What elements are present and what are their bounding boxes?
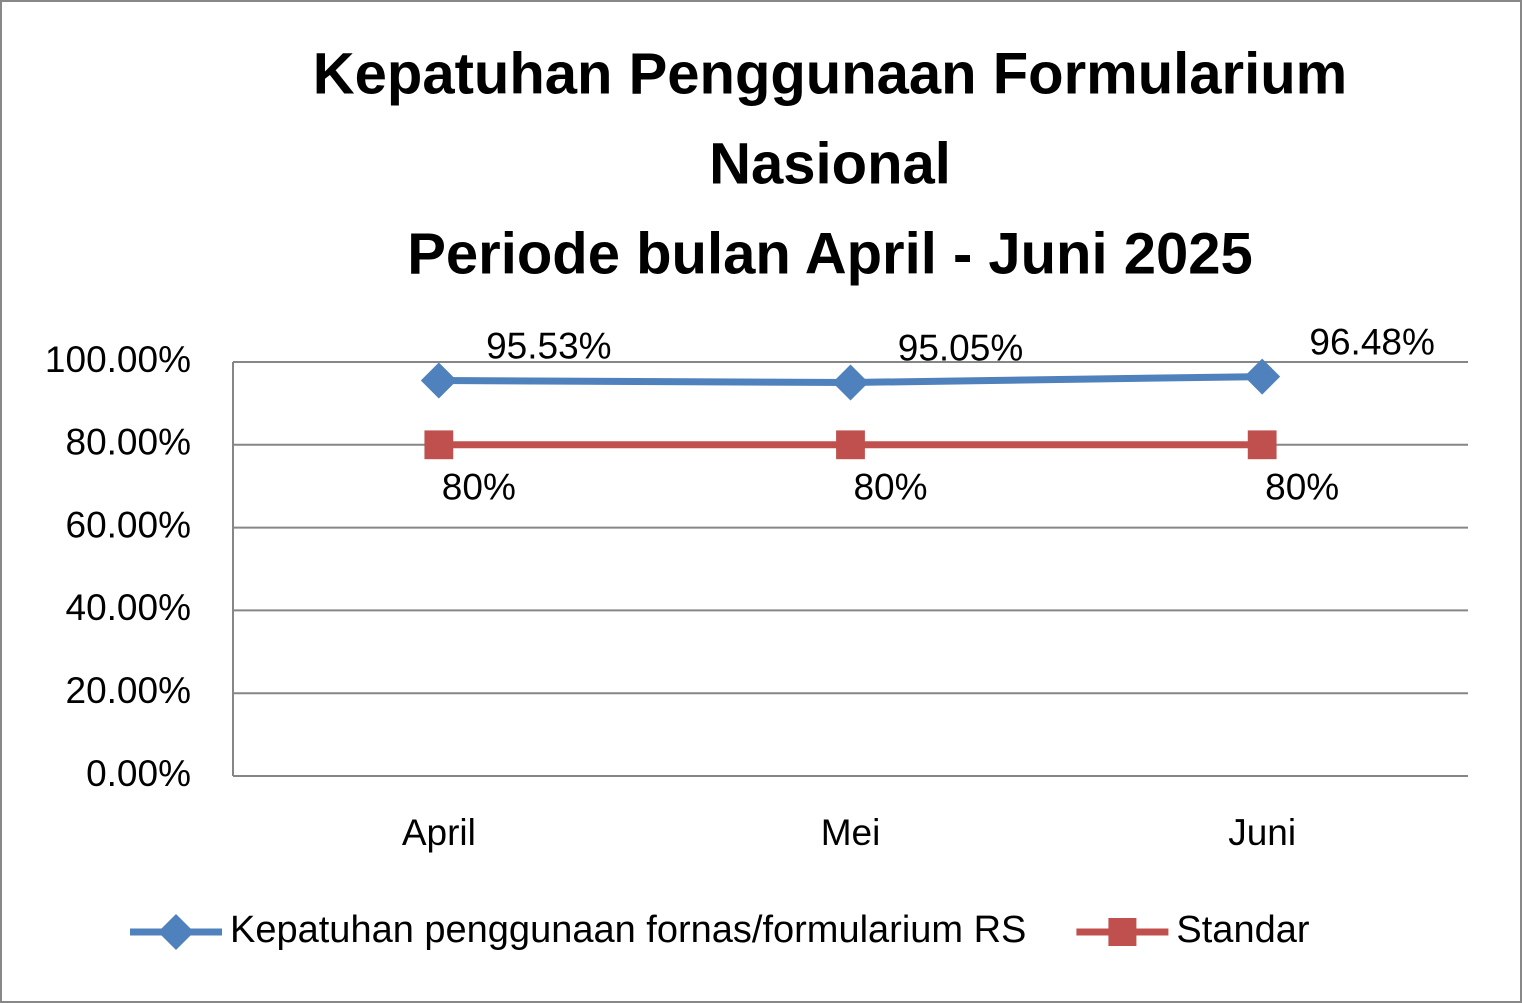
legend-marker <box>1108 918 1137 946</box>
y-tick-label: 60.00% <box>66 504 192 545</box>
legend-label: Kepatuhan penggunaan fornas/formularium … <box>230 909 1026 951</box>
point-marker <box>832 364 869 401</box>
data-label: 80% <box>1265 467 1339 508</box>
data-label: 95.53% <box>486 325 612 366</box>
chart-title: Kepatuhan Penggunaan Formularium <box>313 41 1347 106</box>
x-tick-label: April <box>402 812 476 853</box>
data-label: 96.48% <box>1309 321 1435 362</box>
legend-label: Standar <box>1176 909 1309 951</box>
chart-title: Periode bulan April - Juni 2025 <box>407 221 1253 286</box>
point-marker <box>1247 430 1277 460</box>
y-tick-label: 20.00% <box>66 670 192 711</box>
point-marker <box>1244 358 1281 395</box>
point-marker <box>420 362 457 399</box>
y-tick-label: 100.00% <box>45 339 191 380</box>
legend-marker <box>158 914 194 950</box>
data-label: 95.05% <box>898 327 1024 368</box>
x-tick-label: Juni <box>1228 812 1296 853</box>
chart-title: Nasional <box>709 131 951 196</box>
y-tick-label: 0.00% <box>86 753 191 794</box>
y-tick-label: 40.00% <box>66 587 192 628</box>
point-marker <box>836 430 865 460</box>
point-marker <box>424 430 454 460</box>
data-label: 80% <box>442 467 516 508</box>
y-tick-label: 80.00% <box>66 422 192 463</box>
x-tick-label: Mei <box>821 812 881 853</box>
data-label: 80% <box>853 467 927 508</box>
